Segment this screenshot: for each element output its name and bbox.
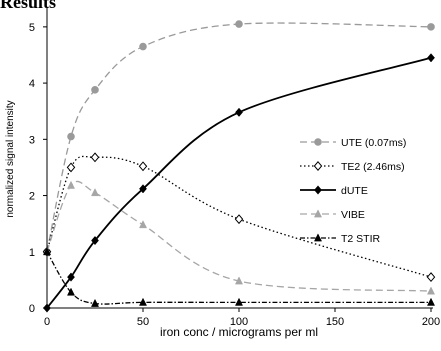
x-axis-label: iron conc / micrograms per ml (160, 325, 318, 339)
data-point-dute (235, 107, 243, 117)
legend-label-dute: dUTE (341, 185, 368, 197)
legend-label-te2-2-46ms: TE2 (2.46ms) (341, 161, 405, 173)
legend-marker-ute-0-07ms (314, 138, 322, 146)
data-point-dute (139, 184, 147, 194)
data-point-te2-2-46ms (66, 162, 76, 173)
y-tick-label: 3 (29, 134, 35, 146)
data-point-t2-stir (90, 298, 100, 307)
x-tick-label: 150 (326, 316, 344, 328)
page-heading: Results (0, 0, 57, 12)
data-point-te2-2-46ms (426, 272, 436, 283)
x-tick-label: 50 (137, 316, 149, 328)
series-line-dute (46, 56, 432, 309)
x-tick-label: 100 (230, 316, 248, 328)
data-point-dute (427, 53, 435, 63)
legend-marker-te2-2-46ms (313, 161, 323, 171)
data-point-vibe (90, 188, 100, 197)
data-point-te2-2-46ms (138, 161, 148, 172)
series-line-ute-0-07ms (46, 22, 432, 252)
data-point-dute (43, 303, 51, 313)
data-point-ute-0-07ms (235, 20, 243, 28)
y-tick-label: 2 (29, 191, 35, 203)
y-tick-label: 5 (29, 22, 35, 34)
data-point-dute (67, 272, 75, 282)
y-tick-label: 4 (29, 78, 35, 90)
y-tick-label: 0 (29, 303, 35, 315)
data-point-ute-0-07ms (427, 23, 435, 31)
data-point-t2-stir (42, 247, 52, 256)
data-point-vibe (426, 286, 436, 295)
data-point-te2-2-46ms (90, 152, 100, 163)
legend-label-t2-stir: T2 STIR (341, 233, 381, 245)
data-point-vibe (138, 220, 148, 229)
data-point-ute-0-07ms (139, 42, 147, 51)
legend-marker-vibe (313, 209, 323, 218)
legend-label-ute-0-07ms: UTE (0.07ms) (341, 137, 406, 149)
data-point-vibe (234, 276, 244, 285)
data-point-t2-stir (426, 297, 436, 306)
data-point-vibe (66, 180, 76, 189)
data-point-ute-0-07ms (91, 86, 99, 94)
legend-label-vibe: VIBE (341, 209, 365, 221)
data-point-t2-stir (234, 297, 244, 306)
x-tick-label: 0 (44, 316, 50, 328)
data-point-ute-0-07ms (67, 132, 75, 141)
y-tick-label: 1 (29, 247, 35, 259)
legend-marker-t2-stir (313, 233, 323, 242)
data-point-t2-stir (66, 287, 76, 296)
data-point-te2-2-46ms (234, 214, 244, 225)
y-axis-label: normalized signal intensity (5, 100, 16, 217)
data-point-dute (91, 235, 99, 246)
legend-marker-dute (314, 185, 322, 195)
x-tick-label: 200 (422, 316, 440, 328)
data-point-t2-stir (138, 297, 148, 306)
